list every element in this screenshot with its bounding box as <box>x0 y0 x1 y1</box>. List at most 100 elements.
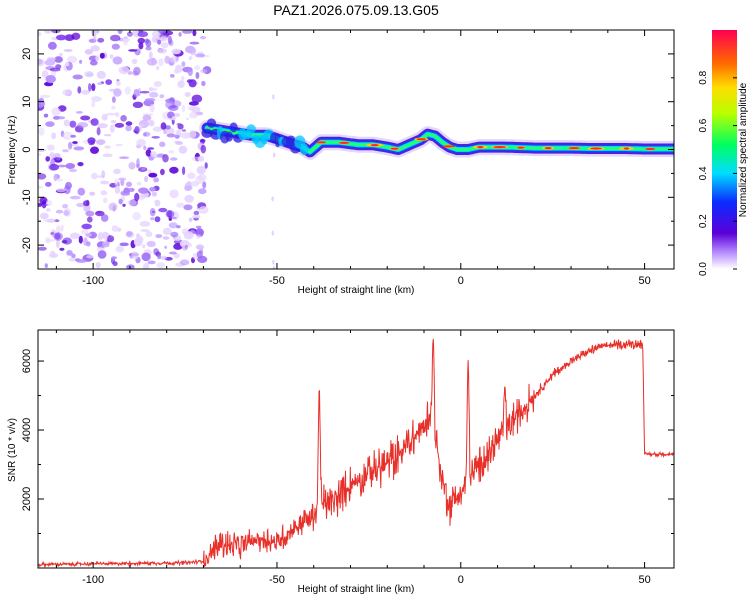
noise-blob <box>200 69 208 74</box>
noise-blob <box>65 62 70 67</box>
noise-blob <box>179 259 190 266</box>
noise-blob <box>158 58 164 67</box>
noise-blob <box>164 55 171 64</box>
noise-blob <box>41 70 49 78</box>
noise-blob <box>166 133 176 138</box>
noise-blob <box>108 202 118 211</box>
snr-background <box>38 330 674 568</box>
noise-blob <box>38 173 47 180</box>
noise-blob <box>81 223 92 230</box>
noise-blob <box>87 216 93 223</box>
noise-blob <box>38 127 45 136</box>
noise-blob <box>134 126 140 135</box>
noise-blob <box>187 172 196 179</box>
ridge-hotspot <box>568 147 580 150</box>
noise-blob <box>187 67 193 76</box>
noise-blob <box>197 173 207 181</box>
noise-blob <box>159 141 166 148</box>
noise-blob <box>46 218 56 223</box>
snr-xlabel: Height of straight line (km) <box>298 584 415 595</box>
noise-blob <box>111 225 119 232</box>
noise-blob <box>143 145 147 151</box>
ridge-hotspot <box>370 144 379 147</box>
noise-blob <box>69 120 77 128</box>
ridge-hotspot <box>493 146 507 149</box>
noise-blob <box>87 137 96 144</box>
noise-blob <box>54 56 63 63</box>
noise-blob <box>145 231 153 238</box>
snr-line <box>38 338 674 568</box>
noise-blob <box>63 119 70 127</box>
noise-blob <box>178 145 188 154</box>
y-tick-label: 10 <box>21 96 33 108</box>
noise-blob <box>91 83 96 92</box>
noise-blob <box>62 204 69 209</box>
noise-blob <box>58 164 67 168</box>
noise-blob <box>170 56 179 64</box>
noise-blob <box>101 170 106 179</box>
noise-blob <box>169 166 179 174</box>
noise-blob <box>146 58 158 66</box>
noise-blob <box>188 217 193 222</box>
noise-blob <box>189 181 200 187</box>
noise-blob <box>133 66 141 76</box>
noise-blob <box>153 177 160 183</box>
noise-blob <box>113 88 122 97</box>
x-tick-label: 0 <box>458 574 464 586</box>
noise-blob <box>105 79 113 85</box>
noise-blob <box>155 65 160 71</box>
ridge-hotspot <box>316 141 327 144</box>
noise-blob <box>159 36 168 42</box>
noise-blob <box>151 191 157 197</box>
noise-blob <box>165 125 171 130</box>
noise-blob <box>138 30 144 33</box>
noise-blob <box>273 152 276 158</box>
noise-blob <box>114 178 118 187</box>
noise-blob <box>144 175 149 183</box>
noise-blob <box>51 107 61 116</box>
noise-blob <box>110 34 121 42</box>
noise-blob <box>192 252 199 260</box>
y-tick-label: 0 <box>21 146 33 152</box>
noise-blob <box>180 132 192 139</box>
noise-blob <box>160 122 167 130</box>
noise-blob <box>48 252 59 258</box>
noise-blob <box>168 150 175 154</box>
noise-blob <box>88 83 92 92</box>
noise-blob <box>63 210 70 216</box>
y-tick-label: 6000 <box>21 349 33 373</box>
spectrogram-xlabel: Height of straight line (km) <box>298 285 415 296</box>
noise-blob <box>70 134 76 138</box>
ridge-hotspot <box>390 147 399 150</box>
ridge-hotspot <box>476 146 484 149</box>
noise-blob <box>271 196 274 202</box>
noise-blob <box>89 191 96 196</box>
noise-blob <box>96 139 106 146</box>
x-tick-label: -100 <box>82 275 104 287</box>
ridge-hotspot <box>442 145 455 148</box>
noise-blob <box>64 34 75 41</box>
noise-blob <box>177 80 185 88</box>
noise-blob <box>189 41 200 45</box>
noise-blob <box>142 114 152 121</box>
ridge-hotspot <box>590 147 603 150</box>
noise-blob <box>192 214 201 219</box>
noise-blob <box>193 210 200 216</box>
noise-blob <box>142 131 151 137</box>
noise-blob <box>62 149 69 153</box>
x-tick-label: -100 <box>82 574 104 586</box>
noise-blob <box>73 146 85 151</box>
noise-blob <box>272 259 275 265</box>
ridge-hotspot <box>517 146 525 149</box>
noise-blob <box>130 251 139 260</box>
noise-blob <box>85 233 92 237</box>
noise-blob <box>115 143 123 147</box>
noise-blob <box>188 101 199 106</box>
snr-panel: -100 -50 0 50 2000 4000 6000 Height of straigh… <box>7 329 675 595</box>
colorbar-tick-label: 0.8 <box>698 70 709 84</box>
noise-blob <box>100 190 108 196</box>
noise-blob <box>90 146 99 154</box>
noise-blob <box>114 185 121 194</box>
